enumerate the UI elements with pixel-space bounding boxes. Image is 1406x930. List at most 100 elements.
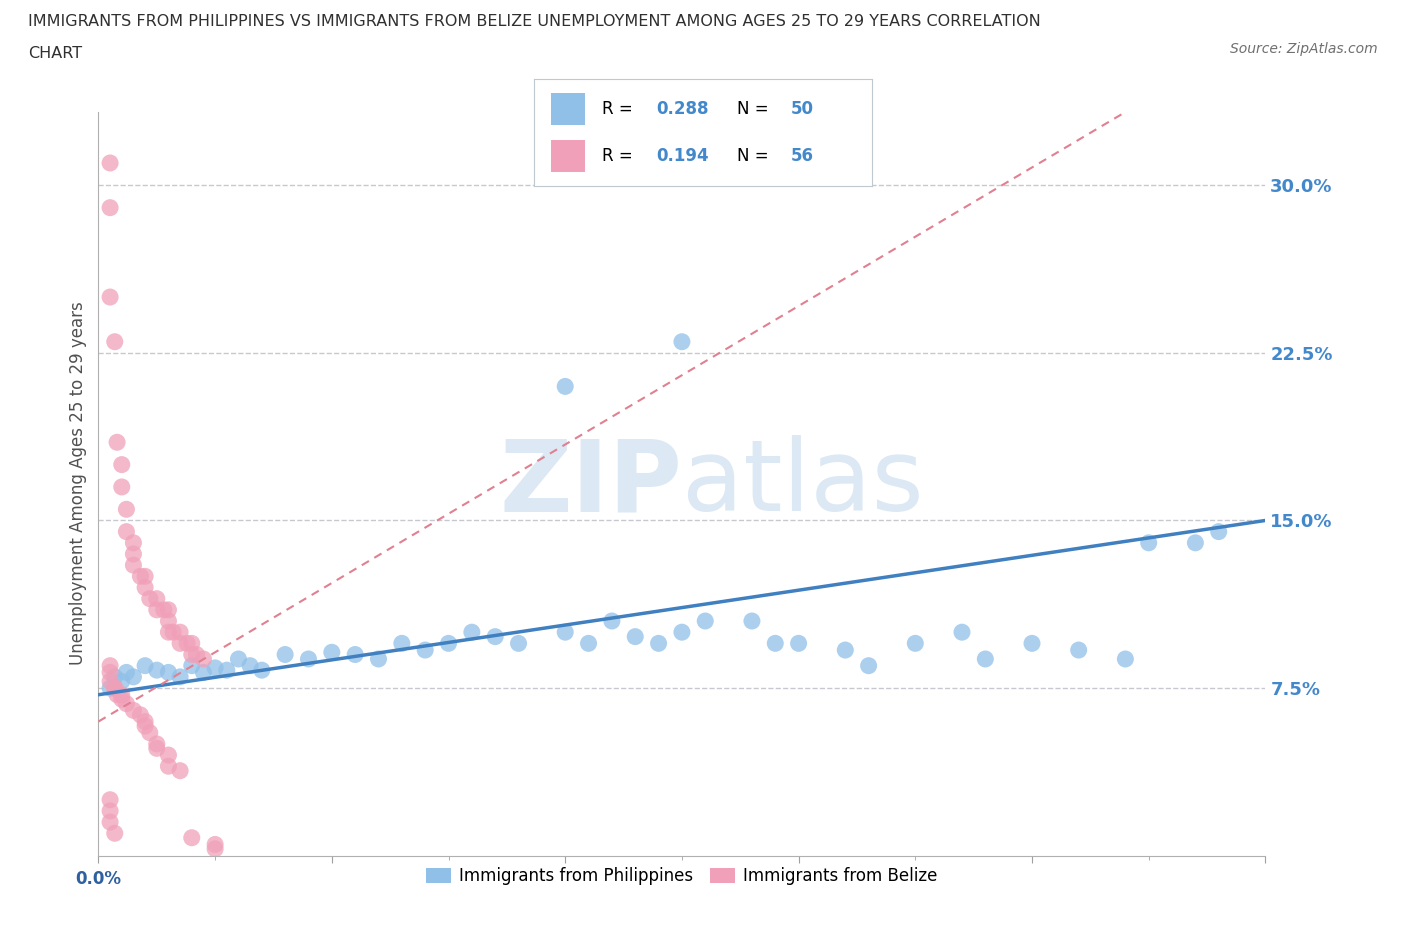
Point: [437, 636, 460, 651]
Point: [98, 658, 121, 673]
Point: [186, 647, 208, 662]
Point: [134, 719, 156, 734]
Point: [157, 625, 180, 640]
Point: [391, 636, 413, 651]
Text: 56: 56: [790, 147, 814, 165]
Point: [111, 687, 134, 702]
Text: N =: N =: [737, 100, 773, 118]
Point: [461, 625, 484, 640]
Point: [122, 536, 145, 551]
Point: [193, 665, 215, 680]
Point: [204, 660, 226, 675]
Point: [1067, 643, 1090, 658]
Point: [129, 569, 152, 584]
Point: [554, 379, 576, 393]
Point: [695, 614, 717, 629]
Point: [344, 647, 367, 662]
Point: [146, 741, 169, 756]
Point: [1114, 652, 1136, 667]
Point: [950, 625, 973, 640]
Point: [157, 748, 180, 763]
Point: [169, 636, 191, 651]
Point: [98, 792, 121, 807]
Point: [204, 842, 226, 857]
Point: [146, 591, 169, 606]
Point: [162, 625, 184, 640]
Point: [105, 687, 128, 702]
Point: [228, 652, 250, 667]
Point: [484, 630, 506, 644]
Point: [111, 458, 134, 472]
Point: [297, 652, 319, 667]
Point: [104, 681, 127, 696]
Point: [169, 764, 191, 778]
Point: [104, 681, 127, 696]
Point: [787, 636, 810, 651]
Text: IMMIGRANTS FROM PHILIPPINES VS IMMIGRANTS FROM BELIZE UNEMPLOYMENT AMONG AGES 25: IMMIGRANTS FROM PHILIPPINES VS IMMIGRANT…: [28, 14, 1040, 29]
Point: [139, 725, 162, 740]
Point: [180, 658, 202, 673]
Point: [1137, 536, 1160, 551]
Text: Source: ZipAtlas.com: Source: ZipAtlas.com: [1230, 42, 1378, 56]
Point: [904, 636, 927, 651]
Point: [146, 737, 169, 751]
Point: [169, 670, 191, 684]
Point: [600, 614, 623, 629]
Point: [250, 663, 273, 678]
Point: [98, 815, 121, 830]
Point: [157, 614, 180, 629]
Point: [134, 658, 156, 673]
Bar: [551, 140, 585, 172]
Point: [671, 625, 693, 640]
Point: [834, 643, 856, 658]
Point: [193, 652, 215, 667]
Point: [115, 525, 138, 539]
Point: [115, 502, 138, 517]
Point: [239, 658, 262, 673]
Point: [321, 644, 343, 659]
Point: [858, 658, 880, 673]
Point: [98, 200, 121, 215]
Point: [647, 636, 669, 651]
Point: [104, 334, 127, 349]
Point: [180, 636, 202, 651]
Point: [367, 652, 389, 667]
Text: atlas: atlas: [682, 435, 924, 532]
Point: [134, 580, 156, 595]
Text: R =: R =: [602, 100, 638, 118]
Text: 0.288: 0.288: [655, 100, 709, 118]
Text: CHART: CHART: [28, 46, 82, 61]
Point: [274, 647, 297, 662]
Point: [204, 837, 226, 852]
Point: [98, 155, 121, 170]
Point: [111, 480, 134, 495]
Point: [215, 663, 238, 678]
Point: [115, 665, 138, 680]
Point: [180, 830, 202, 845]
Point: [129, 708, 152, 723]
Point: [111, 674, 134, 689]
Point: [98, 289, 121, 304]
Point: [578, 636, 600, 651]
Point: [122, 558, 145, 573]
Text: N =: N =: [737, 147, 773, 165]
Point: [98, 681, 121, 696]
Point: [1208, 525, 1230, 539]
Point: [624, 630, 647, 644]
Text: ZIP: ZIP: [499, 435, 682, 532]
Point: [157, 759, 180, 774]
Point: [1184, 536, 1206, 551]
Point: [974, 652, 997, 667]
Text: 50: 50: [790, 100, 814, 118]
Point: [122, 547, 145, 562]
Point: [111, 692, 134, 707]
Point: [671, 334, 693, 349]
Point: [508, 636, 530, 651]
Point: [139, 591, 162, 606]
Point: [134, 714, 156, 729]
Point: [134, 569, 156, 584]
Y-axis label: Unemployment Among Ages 25 to 29 years: Unemployment Among Ages 25 to 29 years: [69, 301, 87, 666]
Point: [157, 603, 180, 618]
Point: [1021, 636, 1043, 651]
Point: [122, 670, 145, 684]
